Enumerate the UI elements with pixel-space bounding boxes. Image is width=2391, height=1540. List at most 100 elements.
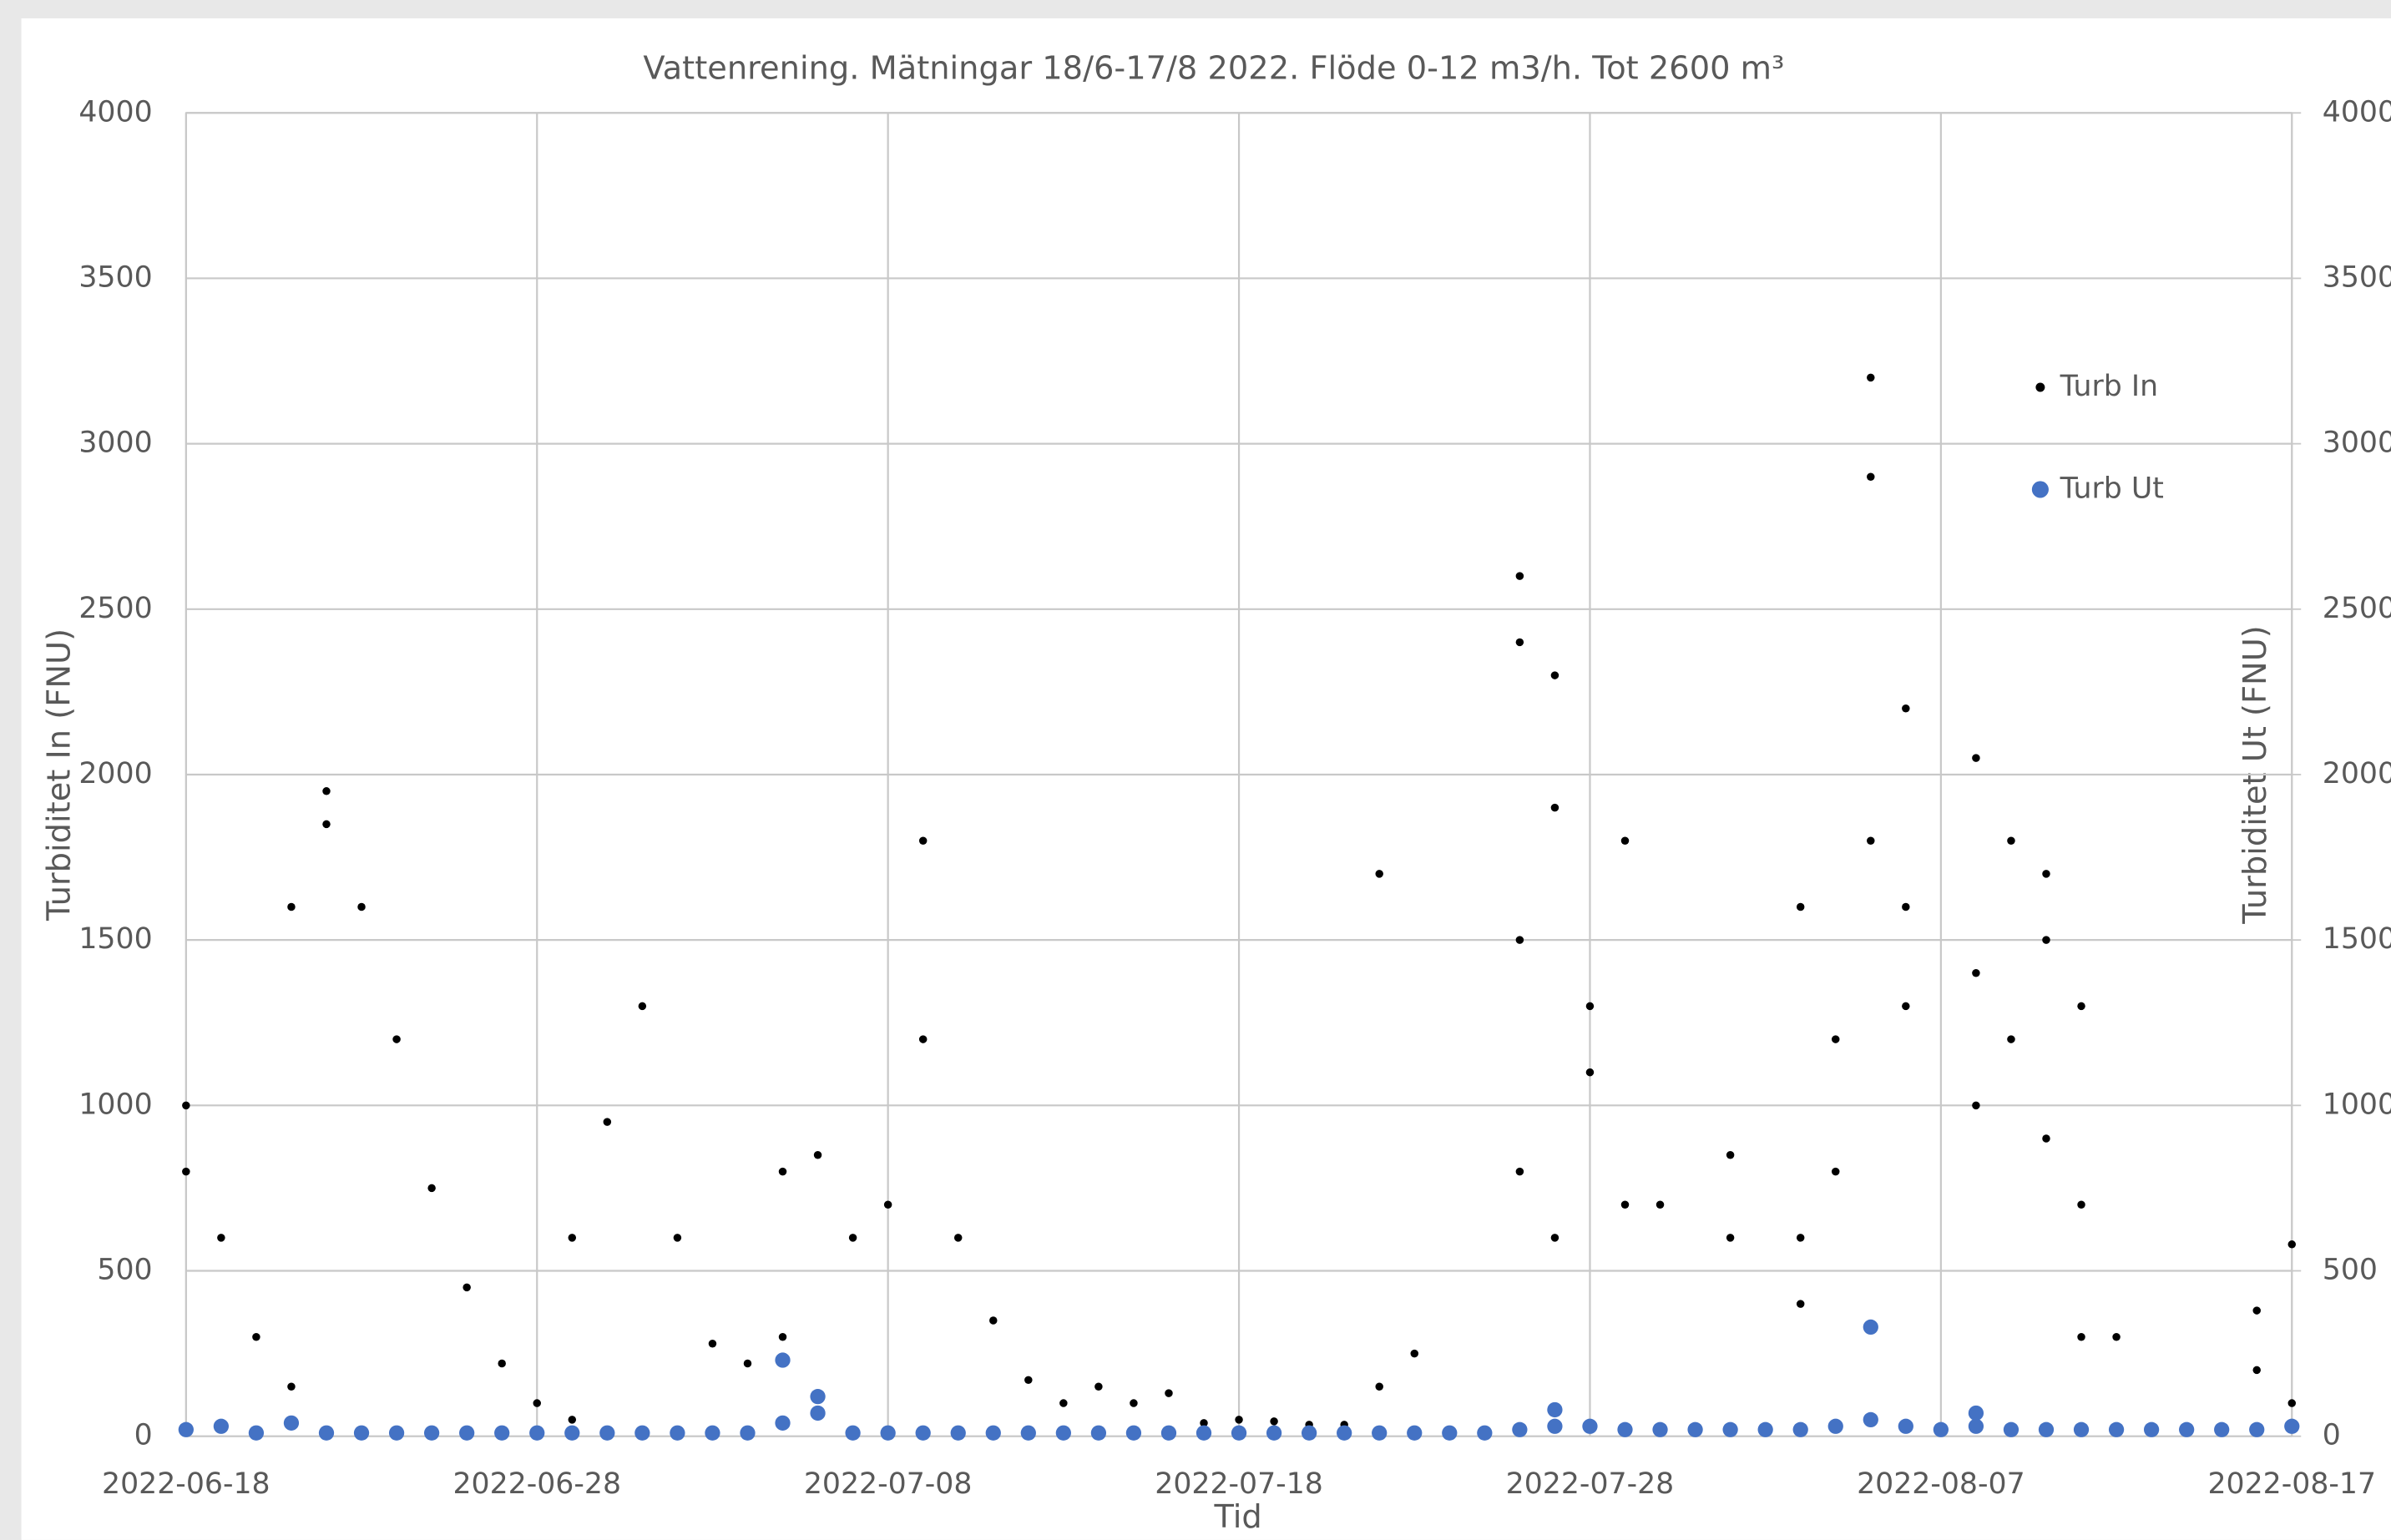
point: [740, 1425, 756, 1441]
y-tick-label: 0: [134, 1419, 153, 1452]
point: [2287, 1240, 2297, 1249]
point: [848, 1234, 857, 1242]
x-tick-label: 2022-07-28: [1506, 1467, 1675, 1501]
point: [953, 1234, 963, 1242]
point: [1933, 1421, 1949, 1437]
point: [287, 902, 296, 911]
y2-tick-label: 1500: [2323, 922, 2391, 956]
point: [2077, 1002, 2085, 1011]
point: [1196, 1425, 1212, 1441]
legend-label: Turb Ut: [2060, 472, 2164, 505]
y-tick-label: 1500: [78, 922, 152, 956]
point: [1125, 1425, 1142, 1441]
point: [810, 1388, 826, 1405]
point: [1792, 1421, 1808, 1437]
point: [2042, 870, 2050, 878]
point: [1160, 1425, 1177, 1441]
point: [1270, 1417, 1278, 1426]
y-tick-label: 2500: [78, 592, 152, 625]
point: [1266, 1425, 1282, 1441]
point: [2112, 1333, 2121, 1341]
point: [1020, 1425, 1036, 1441]
point: [2003, 1421, 2019, 1437]
y-tick-label: 500: [97, 1254, 152, 1287]
point: [353, 1425, 370, 1441]
point: [322, 820, 331, 829]
point: [1867, 373, 1875, 382]
point: [1796, 1234, 1805, 1242]
point: [2077, 1200, 2085, 1209]
point: [1130, 1399, 1138, 1407]
point: [1620, 836, 1630, 846]
x-axis-label: Tid: [1214, 1498, 1262, 1536]
x-tick-label: 2022-06-18: [102, 1467, 270, 1501]
point: [1059, 1399, 1068, 1407]
point: [1200, 1419, 1208, 1427]
y2-tick-label: 1000: [2323, 1088, 2391, 1121]
point: [568, 1234, 577, 1242]
point: [2214, 1421, 2230, 1437]
point: [1652, 1421, 1668, 1437]
point: [1582, 1418, 1598, 1434]
point: [1617, 1421, 1633, 1437]
point: [1827, 1418, 1843, 1434]
point: [603, 1118, 612, 1126]
y2-tick-label: 2500: [2323, 592, 2391, 625]
point: [1094, 1382, 1103, 1391]
point: [1231, 1425, 1247, 1441]
point: [182, 1167, 190, 1176]
point: [1968, 1418, 1984, 1434]
point: [1550, 1234, 1559, 1242]
point: [1477, 1425, 1493, 1441]
point: [1831, 1035, 1840, 1043]
chart-title: Vattenrening. Mätningar 18/6-17/8 2022. …: [643, 50, 1784, 88]
point: [1898, 1418, 1913, 1434]
point: [217, 1234, 225, 1242]
point: [427, 1184, 436, 1193]
point: [670, 1425, 685, 1441]
point: [810, 1405, 826, 1421]
point: [915, 1425, 931, 1441]
point: [673, 1234, 682, 1242]
point: [463, 1283, 471, 1292]
point: [533, 1399, 541, 1407]
point: [1235, 1416, 1243, 1424]
point: [2179, 1421, 2195, 1437]
point: [845, 1425, 861, 1441]
point: [1410, 1349, 1419, 1358]
point: [498, 1359, 506, 1368]
y-tick-label: 1000: [78, 1088, 152, 1121]
point: [1863, 1411, 1878, 1428]
x-tick-label: 2022-08-07: [1857, 1467, 2025, 1501]
point: [918, 836, 928, 846]
point: [708, 1339, 717, 1348]
y2-tick-label: 3000: [2323, 427, 2391, 460]
point: [1165, 1389, 1173, 1397]
point: [1337, 1425, 1352, 1441]
point: [775, 1415, 791, 1431]
point: [2287, 1399, 2297, 1407]
point: [1972, 969, 1980, 977]
legend-marker: [2031, 481, 2049, 498]
point: [1515, 1167, 1524, 1176]
point: [1512, 1421, 1528, 1437]
point: [213, 1418, 230, 1434]
point: [1375, 870, 1383, 878]
point: [638, 1002, 647, 1011]
y2-tick-label: 500: [2323, 1254, 2378, 1287]
x-tick-label: 2022-07-08: [804, 1467, 973, 1501]
point: [248, 1425, 265, 1441]
point: [2038, 1421, 2055, 1437]
point: [883, 1200, 892, 1209]
point: [1442, 1425, 1458, 1441]
point: [1372, 1425, 1388, 1441]
point: [950, 1425, 966, 1441]
point: [1796, 902, 1805, 911]
point: [1863, 1319, 1878, 1336]
point: [568, 1416, 577, 1424]
y-tick-label: 3500: [78, 260, 152, 294]
point: [1831, 1167, 1840, 1176]
point: [252, 1333, 260, 1341]
point: [1585, 1068, 1595, 1077]
